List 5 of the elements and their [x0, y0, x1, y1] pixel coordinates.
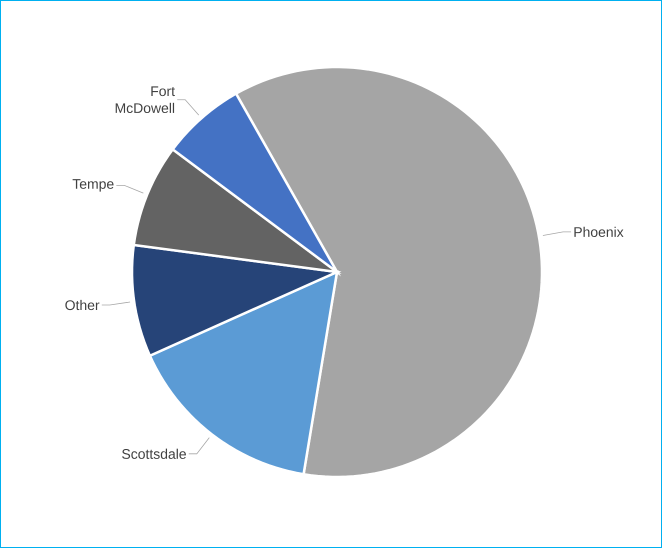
- slice-label: Scottsdale: [122, 448, 186, 459]
- slice-label: Other: [65, 300, 100, 310]
- slice-label: Phoenix: [574, 226, 624, 238]
- slice-label: Fort McDowell: [116, 86, 175, 114]
- slice-label: Tempe: [72, 179, 114, 192]
